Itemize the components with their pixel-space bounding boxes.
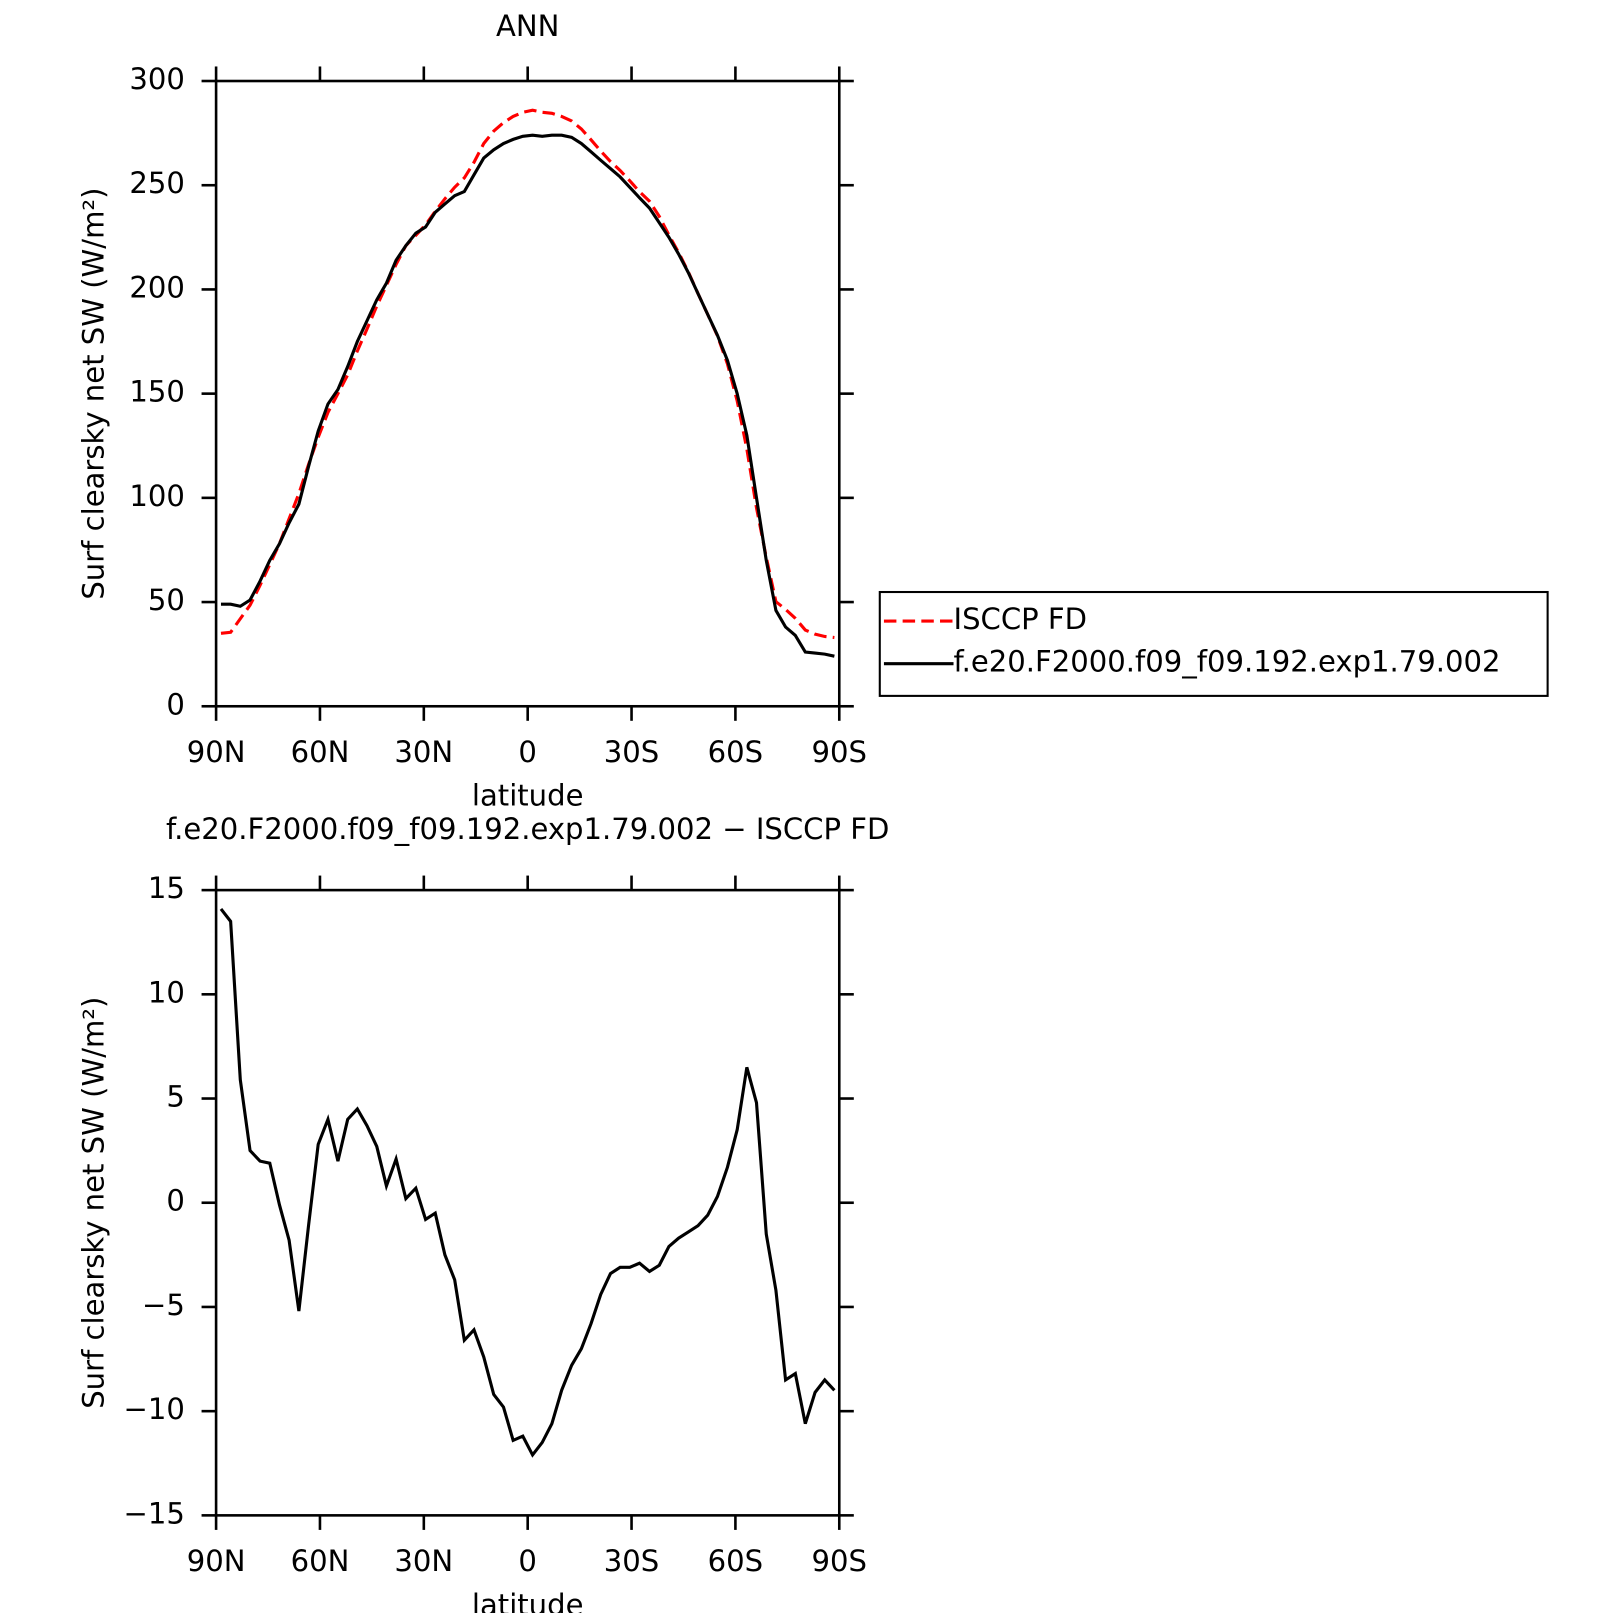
y-axis-label: Surf clearsky net SW (W/m²) (77, 997, 111, 1409)
x-tick-label: 30S (604, 1544, 659, 1578)
x-tick-label: 30N (394, 1544, 453, 1578)
plot-frame (214, 79, 841, 708)
y-tick-label: 150 (129, 375, 185, 409)
x-tick-label: 60S (708, 735, 763, 769)
y-tick-label: 0 (166, 687, 185, 721)
legend-label: ISCCP FD (954, 602, 1088, 636)
x-tick-label: 0 (518, 735, 537, 769)
y-tick-label: −10 (124, 1392, 185, 1426)
data-line (219, 907, 836, 1458)
y-tick-label: 0 (166, 1184, 185, 1218)
y-tick-label: −15 (124, 1496, 185, 1530)
y-tick-label: 10 (148, 975, 185, 1009)
y-tick-label: 300 (129, 62, 185, 96)
x-axis-label: latitude (472, 779, 584, 813)
y-tick-label: 100 (129, 479, 185, 513)
x-tick-label: 90N (187, 1544, 246, 1578)
x-tick-label: 90S (812, 1544, 867, 1578)
legend-box (878, 590, 1549, 697)
chart-title: f.e20.F2000.f09_f09.192.exp1.79.002 − IS… (166, 812, 889, 846)
plot-frame (214, 888, 841, 1517)
x-tick-label: 30S (604, 735, 659, 769)
data-line (220, 108, 835, 640)
x-tick-label: 60N (291, 735, 350, 769)
y-tick-label: 15 (148, 871, 185, 905)
legend-label: f.e20.F2000.f09_f09.192.exp1.79.002 (954, 645, 1501, 679)
y-tick-label: 5 (166, 1080, 185, 1114)
chart-title: ANN (496, 9, 559, 43)
data-line (220, 133, 835, 658)
x-tick-label: 90N (187, 735, 246, 769)
x-tick-label: 30N (394, 735, 453, 769)
x-tick-label: 60S (708, 1544, 763, 1578)
x-tick-label: 60N (291, 1544, 350, 1578)
y-tick-label: 250 (129, 166, 185, 200)
x-tick-label: 0 (518, 1544, 537, 1578)
y-axis-label: Surf clearsky net SW (W/m²) (77, 188, 111, 600)
y-tick-label: −5 (142, 1288, 185, 1322)
x-tick-label: 90S (812, 735, 867, 769)
x-axis-label: latitude (472, 1588, 584, 1613)
y-tick-label: 200 (129, 270, 185, 304)
y-tick-label: 50 (148, 583, 185, 617)
